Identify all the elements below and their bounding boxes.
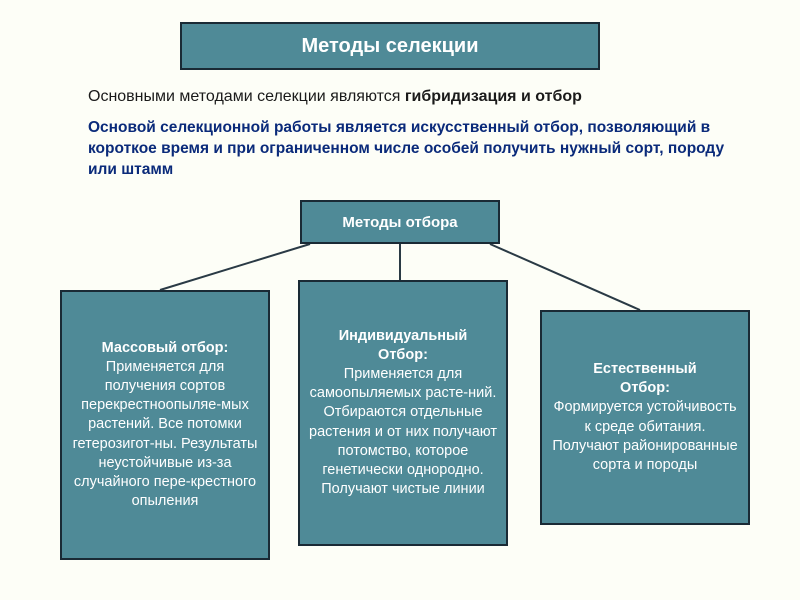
card-title: ЕстественныйОтбор: [550,360,740,398]
line-to-card-3 [490,244,640,310]
intro-line-2: Основой селекционной работы является иск… [88,118,728,181]
title-text: Методы селекции [301,35,478,58]
intro1-prefix: Основными методами селекции являются [88,88,405,105]
card-text: Формируется устойчивость к среде обитани… [550,398,740,475]
card-natural-selection: ЕстественныйОтбор: Формируется устойчиво… [540,310,750,525]
center-text: Методы отбора [342,214,457,231]
card-text: Применяется для получения сортов перекре… [70,358,260,511]
intro-line-1: Основными методами селекции являются гиб… [88,88,728,106]
title-box: Методы селекции [180,22,600,70]
center-box: Методы отбора [300,200,500,244]
card-title: ИндивидуальныйОтбор: [308,327,498,365]
line-to-card-1 [160,244,310,290]
card-title: Массовый отбор: [70,339,260,358]
intro1-bold: гибридизация и отбор [405,88,582,105]
card-individual-selection: ИндивидуальныйОтбор: Применяется для сам… [298,280,508,546]
card-mass-selection: Массовый отбор: Применяется для получени… [60,290,270,560]
card-text: Применяется для самоопыляемых расте-ний.… [308,365,498,499]
